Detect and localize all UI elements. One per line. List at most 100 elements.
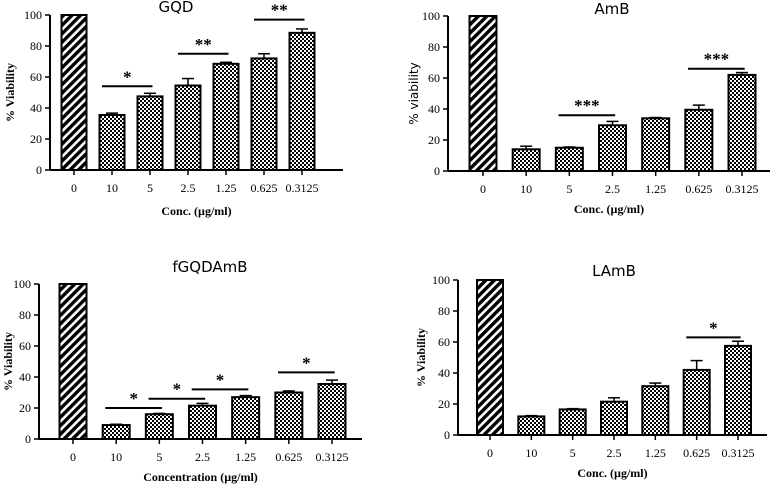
chart-title: fGQDAmB	[172, 258, 247, 276]
chart-title: LAmB	[592, 262, 636, 280]
x-tick-label: 10	[106, 181, 118, 195]
x-tick-label: 2.5	[195, 450, 210, 464]
bar	[288, 31, 316, 172]
y-tick-label: 20	[30, 132, 42, 146]
x-axis-label: Concentration (µg/ml)	[143, 470, 258, 484]
x-tick-label: 2.5	[181, 181, 196, 195]
y-axis-label: % viability	[407, 62, 421, 124]
y-tick-label: 0	[434, 164, 440, 178]
x-axis-label: Conc. (µg/ml)	[577, 466, 647, 480]
x-tick-label: 0.3125	[722, 446, 755, 460]
y-tick-label: 80	[30, 39, 42, 53]
x-tick-label: 5	[156, 450, 162, 464]
bar	[231, 396, 261, 440]
y-axis-label: % Viability	[414, 328, 428, 387]
y-tick-label: 0	[36, 163, 42, 177]
bar	[682, 368, 711, 436]
y-tick-label: 0	[25, 432, 31, 446]
bar	[212, 62, 240, 172]
y-tick-label: 60	[30, 70, 42, 84]
chart-title: GQD	[159, 0, 194, 16]
bar	[684, 108, 714, 172]
x-tick-label: 5	[570, 446, 576, 460]
chart-panel-amb: AmB 0 20 40 60 80 100 0 10 5 2.5 1.25 0.625 0.3125 Con…	[407, 0, 770, 216]
significance-label: **	[271, 1, 288, 20]
y-tick-label: 80	[438, 304, 450, 318]
x-tick-label: 0.3125	[726, 182, 759, 196]
significance-label: *	[123, 67, 132, 86]
bar	[174, 84, 202, 171]
chart-panel-fgqdamb: fGQDAmB 0 20 40 60 80 100 0 10 5 2.5 1.25 0.625 0.312…	[1, 258, 362, 484]
y-tick-label: 100	[422, 9, 440, 23]
bar	[554, 146, 584, 172]
bar	[558, 408, 587, 436]
y-tick-label: 80	[19, 308, 31, 322]
y-tick-label: 60	[428, 71, 440, 85]
x-tick-label: 0.625	[251, 181, 278, 195]
significance-label: *	[129, 389, 138, 408]
x-tick-label: 1.25	[645, 446, 666, 460]
bar	[724, 344, 752, 436]
y-tick-label: 100	[432, 273, 450, 287]
x-tick-label: 2.5	[607, 446, 622, 460]
y-tick-label: 60	[438, 335, 450, 349]
x-tick-label: 0.625	[275, 450, 302, 464]
bar	[600, 400, 628, 436]
x-tick-label: 10	[520, 182, 532, 196]
bar	[517, 415, 546, 436]
chart-panel-lamb: LAmB 0 20 40 60 80 100 0 10 5 2.5 1.25 0.625 0.3125 Co…	[414, 262, 767, 480]
x-tick-label: 0	[71, 181, 77, 195]
bar	[476, 279, 504, 436]
y-tick-label: 20	[19, 401, 31, 415]
y-axis-label: % Viability	[3, 63, 17, 122]
bar	[101, 424, 131, 440]
y-axis-label: % Viability	[1, 332, 15, 391]
significance-label: ***	[574, 96, 600, 115]
bar	[274, 391, 304, 440]
significance-label: *	[709, 318, 718, 337]
chart-title: AmB	[594, 0, 629, 18]
bar	[468, 15, 498, 172]
x-tick-label: 10	[110, 450, 122, 464]
x-tick-label: 0.625	[683, 446, 710, 460]
y-tick-label: 40	[438, 366, 450, 380]
chart-panel-gqd: GQD 0 20 40 60 80 100 0 10 5 2.5 1.25 0.625 0.3125 Con…	[3, 0, 343, 218]
significance-label: *	[302, 353, 311, 372]
significance-label: *	[216, 370, 225, 389]
bar	[727, 73, 757, 172]
bar	[136, 95, 164, 171]
bar	[641, 385, 670, 436]
bar	[60, 14, 88, 171]
x-tick-label: 5	[147, 181, 153, 195]
bar	[641, 117, 671, 173]
y-tick-label: 0	[444, 428, 450, 442]
bar	[598, 124, 627, 172]
significance-label: *	[173, 380, 182, 399]
y-tick-label: 60	[19, 339, 31, 353]
x-tick-label: 1.25	[235, 450, 256, 464]
bar	[317, 382, 347, 441]
y-tick-label: 100	[13, 277, 31, 291]
x-axis-label: Conc. (µg/ml)	[161, 204, 231, 218]
bar	[144, 413, 174, 441]
y-tick-label: 40	[428, 102, 440, 116]
x-tick-label: 0	[487, 446, 493, 460]
bar	[58, 283, 88, 440]
y-tick-label: 40	[30, 101, 42, 115]
y-tick-label: 20	[438, 397, 450, 411]
bar	[188, 404, 217, 440]
bar	[98, 113, 126, 171]
bar	[250, 57, 278, 171]
bar	[511, 148, 541, 173]
x-tick-label: 0.625	[685, 182, 712, 196]
x-tick-label: 10	[525, 446, 537, 460]
y-tick-label: 20	[428, 133, 440, 147]
y-tick-label: 40	[19, 370, 31, 384]
x-tick-label: 0.3125	[286, 181, 319, 195]
x-tick-label: 2.5	[605, 182, 620, 196]
x-tick-label: 0	[480, 182, 486, 196]
y-tick-label: 100	[24, 8, 42, 22]
y-tick-label: 80	[428, 40, 440, 54]
x-tick-label: 0	[70, 450, 76, 464]
x-axis-label: Conc. (µg/ml)	[574, 202, 644, 216]
